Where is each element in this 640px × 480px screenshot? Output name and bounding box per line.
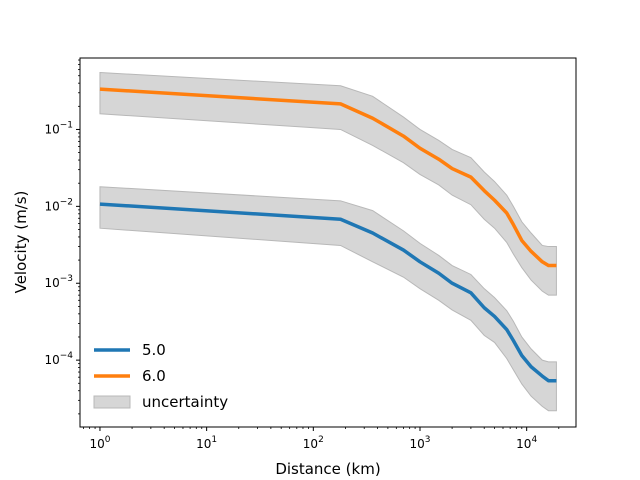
x-tick-label: 100 [89, 435, 110, 451]
uncertainty-band-1 [99, 72, 557, 296]
x-tick-label: 103 [409, 435, 430, 451]
legend-label-series-6.0: 6.0 [142, 367, 166, 385]
y-tick-label: 10−4 [44, 351, 73, 367]
legend: 5.0 6.0 uncertainty [93, 341, 228, 411]
series-line-5.0 [99, 202, 557, 383]
x-tick-label: 101 [196, 435, 217, 451]
series-line-6.0 [99, 87, 557, 268]
y-tick-label: 10−1 [44, 120, 73, 136]
legend-swatch-uncertainty [93, 395, 131, 409]
x-tick-label: 102 [303, 435, 324, 451]
uncertainty-bands [99, 72, 557, 412]
legend-label-series-5.0: 5.0 [142, 341, 166, 359]
legend-label-uncertainty: uncertainty [142, 393, 228, 411]
series-lines [99, 87, 557, 383]
y-tick-label: 10−2 [44, 197, 73, 213]
y-tick-label: 10−3 [44, 274, 73, 290]
uncertainty-band-0 [99, 186, 557, 412]
plot-area-frame [79, 57, 577, 428]
x-axis-label: Distance (km) [275, 460, 380, 478]
y-axis-ticks: 10−4 10−3 10−2 10−1 [44, 59, 80, 415]
x-tick-label: 104 [516, 435, 537, 451]
y-axis-label: Velocity (m/s) [12, 191, 30, 294]
x-axis-ticks: 100 101 102 103 104 [83, 427, 560, 451]
